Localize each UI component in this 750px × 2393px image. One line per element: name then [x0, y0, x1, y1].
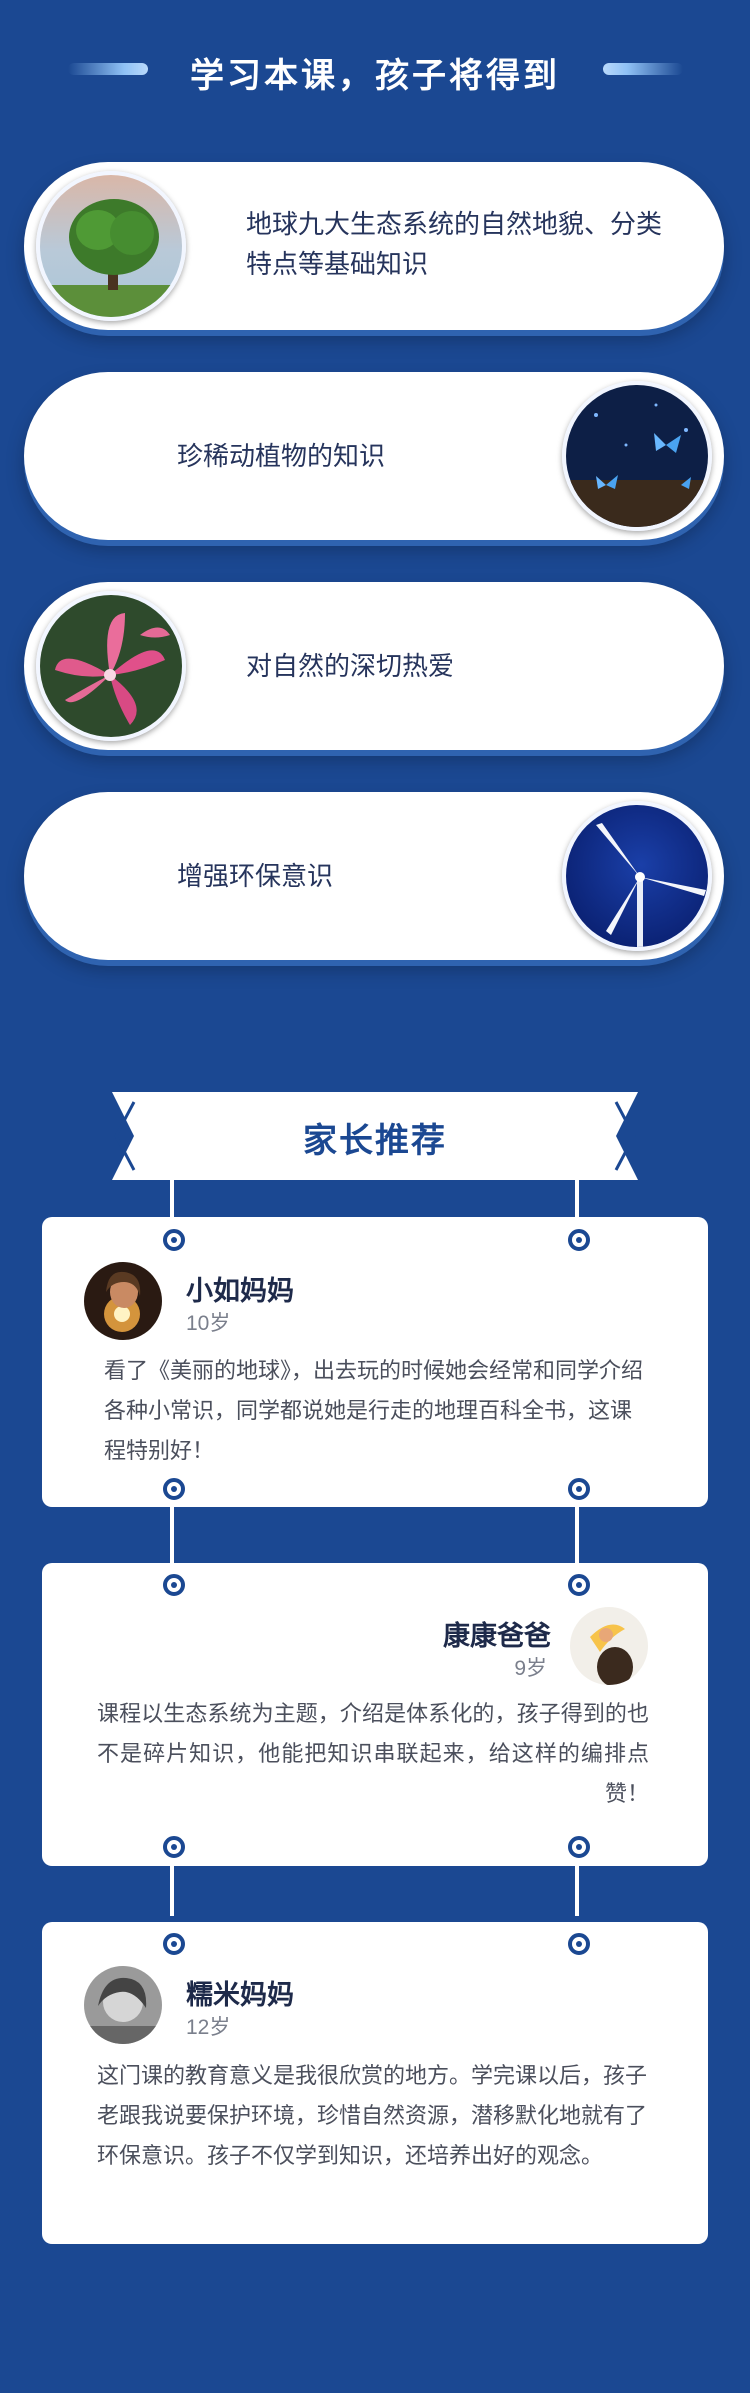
hanging-rope [575, 1490, 579, 1566]
girl-with-sparkler-avatar [84, 1262, 162, 1340]
hanging-rope [170, 1180, 174, 1218]
title-decoration-left [68, 63, 148, 75]
ring-icon [568, 1836, 590, 1858]
benefit-card-4: 增强环保意识 [24, 792, 724, 960]
tree-photo [36, 171, 186, 321]
reviews-title: 家长推荐 [303, 1122, 447, 1160]
hanging-rope [575, 1180, 579, 1218]
benefit-text-1: 地球九大生态系统的自然地貌、分类特点等基础知识 [246, 209, 663, 279]
reviews-ribbon-banner [112, 1092, 638, 1180]
butterfly-photo [562, 381, 712, 531]
title-decoration-right [603, 63, 683, 75]
wind-turbine-photo [562, 801, 712, 951]
lily-flower-photo [36, 591, 186, 741]
review-card-1 [42, 1217, 708, 1507]
reviewer-age-3: 12岁 [186, 2016, 231, 2039]
ring-icon [568, 1574, 590, 1596]
review-card-3 [42, 1922, 708, 2244]
benefit-card-2: 珍稀动植物的知识 [24, 372, 724, 540]
review-text-1: 看了《美丽的地球》，出去玩的时候她会经常和同学介绍各种小常识，同学都说她是行走的… [104, 1358, 644, 1463]
hanging-rope [170, 1490, 174, 1566]
benefit-card-3: 对自然的深切热爱 [24, 582, 724, 750]
child-with-bird-avatar [570, 1607, 648, 1685]
benefit-text-2: 珍稀动植物的知识 [177, 441, 386, 471]
grayscale-portrait-avatar [84, 1966, 162, 2044]
ring-icon [568, 1933, 590, 1955]
review-text-3: 这门课的教育意义是我很欣赏的地方。学完课以后，孩子老跟我说要保护环境，珍惜自然资… [97, 2063, 648, 2168]
reviewer-age-2: 9岁 [514, 1657, 547, 1680]
reviewer-age-1: 10岁 [186, 1312, 231, 1335]
ring-icon [568, 1229, 590, 1251]
benefit-card-1: 地球九大生态系统的自然地貌、分类特点等基础知识 [24, 162, 724, 330]
ring-icon [163, 1478, 185, 1500]
hanging-rope [170, 1840, 174, 1916]
ring-icon [163, 1574, 185, 1596]
ring-icon [163, 1933, 185, 1955]
hanging-rope [575, 1840, 579, 1916]
benefit-text-3: 对自然的深切热爱 [246, 651, 455, 681]
reviewer-name-1: 小如妈妈 [186, 1276, 294, 1306]
benefits-title: 学习本课，孩子将得到 [190, 57, 560, 95]
review-text-2: 课程以生态系统为主题，介绍是体系化的，孩子得到的也不是碎片知识，他能把知识串联起… [97, 1701, 649, 1806]
ring-icon [568, 1478, 590, 1500]
ring-icon [163, 1229, 185, 1251]
reviewer-name-2: 康康爸爸 [443, 1621, 551, 1651]
reviewer-name-3: 糯米妈妈 [186, 1980, 294, 2010]
ring-icon [163, 1836, 185, 1858]
benefit-text-4: 增强环保意识 [177, 861, 334, 891]
